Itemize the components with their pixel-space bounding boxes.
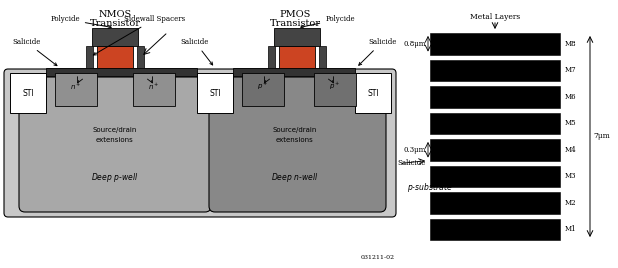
Bar (430, 113, 560, 134)
Text: M8: M8 (565, 40, 577, 48)
Bar (430, 166, 560, 187)
Text: M2: M2 (565, 199, 577, 207)
Text: Salicide: Salicide (12, 38, 57, 66)
Bar (133, 73, 175, 106)
Text: M7: M7 (565, 66, 577, 74)
Text: M4: M4 (565, 146, 577, 154)
Text: M3: M3 (565, 172, 577, 180)
Bar (430, 59, 560, 81)
FancyBboxPatch shape (4, 69, 396, 217)
Bar (233, 68, 355, 76)
Text: Source/drain: Source/drain (93, 127, 137, 133)
Bar (55, 73, 97, 106)
Text: STI: STI (22, 88, 34, 98)
Bar (430, 86, 560, 107)
Text: extensions: extensions (96, 137, 134, 143)
Text: Salicide: Salicide (397, 159, 426, 167)
Bar (430, 139, 560, 161)
Bar (137, 46, 144, 68)
Text: 031211-02: 031211-02 (361, 255, 395, 260)
Text: M6: M6 (565, 93, 577, 101)
Bar (46, 68, 197, 76)
FancyBboxPatch shape (209, 77, 386, 212)
Text: Polycide: Polycide (50, 15, 111, 28)
Bar (319, 46, 326, 68)
Text: PMOS: PMOS (279, 10, 311, 19)
Bar (430, 33, 560, 54)
FancyBboxPatch shape (19, 77, 211, 212)
Text: 0.8μm: 0.8μm (404, 40, 426, 48)
Bar (97, 46, 133, 68)
Bar (274, 28, 320, 46)
Text: Salicide: Salicide (358, 38, 396, 65)
Text: 7μm: 7μm (593, 132, 610, 140)
Text: Source/drain: Source/drain (273, 127, 317, 133)
Text: Salicide: Salicide (181, 38, 213, 65)
Bar (279, 46, 315, 68)
Text: $p^+$: $p^+$ (329, 81, 341, 92)
Bar (86, 46, 93, 68)
Text: Transistor: Transistor (90, 19, 140, 28)
Text: $n^+$: $n^+$ (70, 81, 82, 92)
Text: STI: STI (209, 88, 221, 98)
Text: $p^+$: $p^+$ (257, 81, 269, 92)
Bar (430, 192, 560, 214)
Text: $p$-substrate: $p$-substrate (407, 181, 453, 195)
Bar (10, 73, 46, 113)
Text: Deep $p$-well: Deep $p$-well (91, 172, 138, 184)
Text: M5: M5 (565, 119, 577, 127)
Bar (355, 73, 391, 113)
Bar (268, 46, 275, 68)
Text: $n^+$: $n^+$ (148, 81, 159, 92)
Text: Metal Layers: Metal Layers (470, 13, 520, 21)
Text: M1: M1 (565, 225, 577, 233)
Bar (197, 73, 233, 113)
Bar (242, 73, 284, 106)
Text: 0.3μm: 0.3μm (404, 146, 426, 154)
Bar (430, 218, 560, 240)
Text: NMOS: NMOS (98, 10, 132, 19)
Text: Transistor: Transistor (269, 19, 321, 28)
Text: Deep $n$-well: Deep $n$-well (271, 172, 319, 184)
Bar (314, 73, 356, 106)
Text: Sidewall Spacers: Sidewall Spacers (93, 15, 185, 55)
Bar (92, 28, 138, 46)
Text: STI: STI (367, 88, 379, 98)
Text: Polycide: Polycide (301, 15, 355, 28)
Text: extensions: extensions (276, 137, 314, 143)
